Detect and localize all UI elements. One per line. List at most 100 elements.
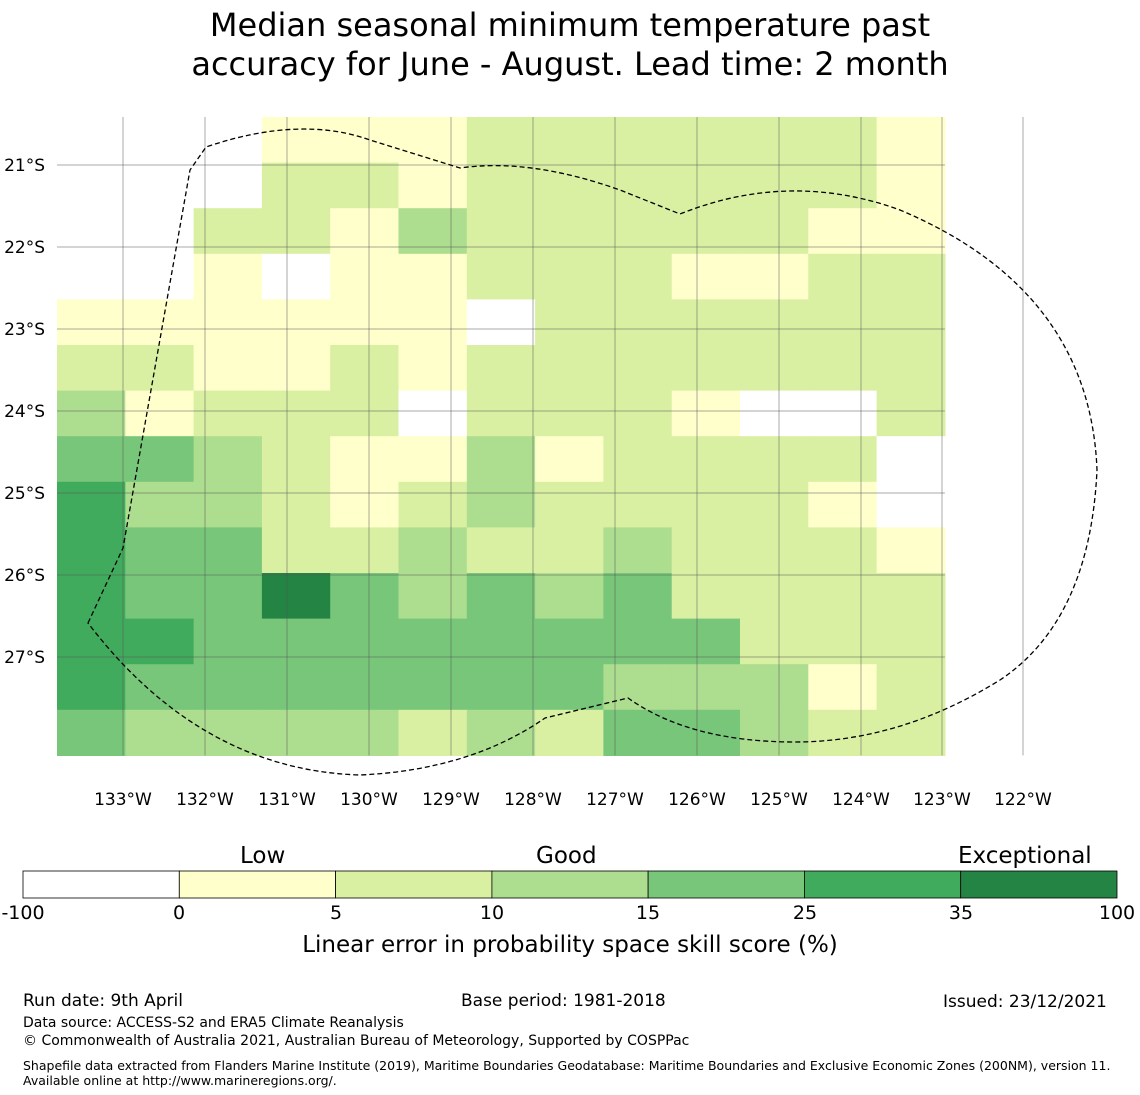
map-cell — [671, 299, 741, 346]
map-cell — [876, 436, 946, 483]
map-cell — [535, 527, 604, 574]
map-cell — [193, 208, 263, 255]
map-cell — [466, 162, 536, 209]
longitude-label: 133°W — [94, 790, 152, 810]
map-cell — [466, 709, 536, 756]
map-cell — [808, 253, 878, 300]
colorbar-segment — [178, 870, 337, 899]
map-cell — [466, 345, 536, 392]
map-cell — [125, 618, 195, 665]
map-cell — [671, 664, 741, 711]
map-cell — [57, 345, 126, 392]
map-cell — [261, 436, 331, 483]
map-cell — [261, 573, 331, 620]
colorbar-segment — [960, 870, 1118, 899]
map-cell — [466, 299, 536, 346]
longitude-label: 128°W — [504, 790, 562, 810]
map-cell — [398, 117, 468, 164]
map-cell — [193, 390, 263, 437]
colorbar-tick: 100 — [1098, 902, 1136, 924]
data-source: Data source: ACCESS-S2 and ERA5 Climate … — [23, 1015, 404, 1031]
map-cell — [740, 208, 809, 255]
map-cell — [603, 162, 673, 209]
map-cell — [330, 618, 400, 665]
longitude-label: 124°W — [832, 790, 890, 810]
map-cell — [740, 481, 809, 528]
map-cell — [876, 664, 946, 711]
map-cell — [671, 253, 741, 300]
latitude-label: 24°S — [4, 402, 45, 422]
longitude-label: 125°W — [750, 790, 808, 810]
map-cell — [330, 208, 400, 255]
map-cell — [398, 390, 468, 437]
map-cell — [261, 208, 331, 255]
colorbar-tick: 35 — [948, 902, 974, 924]
map-cell — [535, 117, 604, 164]
map-cell — [876, 162, 946, 209]
map-cell — [808, 208, 878, 255]
map-cell — [261, 390, 331, 437]
map-cell — [535, 390, 604, 437]
colorbar-label: Linear error in probability space skill … — [302, 932, 838, 958]
map-cell — [398, 162, 468, 209]
map-cell — [330, 573, 400, 620]
map-cell — [398, 481, 468, 528]
map-cell — [671, 390, 741, 437]
map-cell — [671, 436, 741, 483]
map-cell — [261, 117, 331, 164]
colorbar-segment — [491, 870, 649, 899]
map-cell — [671, 618, 741, 665]
longitude-label: 132°W — [176, 790, 234, 810]
map-cell — [671, 573, 741, 620]
map-cell — [740, 709, 809, 756]
colorbar — [22, 870, 1118, 899]
map-cell — [193, 117, 263, 164]
colorbar-word-exceptional: Exceptional — [958, 843, 1092, 869]
title-line-1: Median seasonal minimum temperature past — [209, 6, 931, 44]
map-cell — [671, 527, 741, 574]
map-cell — [603, 345, 673, 392]
map-cell — [57, 253, 126, 300]
map-cell — [535, 253, 604, 300]
longitude-label: 123°W — [913, 790, 971, 810]
map-cell — [193, 345, 263, 392]
map-cell — [330, 345, 400, 392]
map-cell — [876, 117, 946, 164]
copyright: © Commonwealth of Australia 2021, Austra… — [23, 1033, 690, 1049]
map-cell — [671, 162, 741, 209]
map-cell — [535, 299, 604, 346]
map-cell — [603, 527, 673, 574]
map-cell — [125, 527, 195, 574]
longitude-label: 129°W — [422, 790, 480, 810]
map-cell — [808, 299, 878, 346]
map-cell — [330, 117, 400, 164]
map-cell — [603, 299, 673, 346]
map-cell — [876, 481, 946, 528]
map-cell — [466, 481, 536, 528]
map-cell — [261, 664, 331, 711]
map-cell — [671, 709, 741, 756]
map-cell — [330, 527, 400, 574]
map-cell — [740, 527, 809, 574]
eez-boundary — [87, 128, 1098, 776]
map-cell — [398, 208, 468, 255]
map-cell — [125, 573, 195, 620]
map-cell — [466, 436, 536, 483]
colorbar-segment — [804, 870, 962, 899]
map-cell — [330, 390, 400, 437]
run-date: Run date: 9th April — [23, 991, 183, 1011]
colorbar-word-low: Low — [240, 843, 286, 869]
map-cell — [398, 345, 468, 392]
latitude-label: 27°S — [4, 648, 45, 668]
map-cell — [330, 436, 400, 483]
map-cell — [466, 573, 536, 620]
map-cell — [193, 664, 263, 711]
map-cell — [193, 162, 263, 209]
map-cell — [57, 162, 126, 209]
map-cell — [876, 390, 946, 437]
map-cell — [125, 709, 195, 756]
map-cell — [125, 481, 195, 528]
map-cell — [57, 573, 126, 620]
map-cell — [876, 618, 946, 665]
map-cell — [398, 573, 468, 620]
